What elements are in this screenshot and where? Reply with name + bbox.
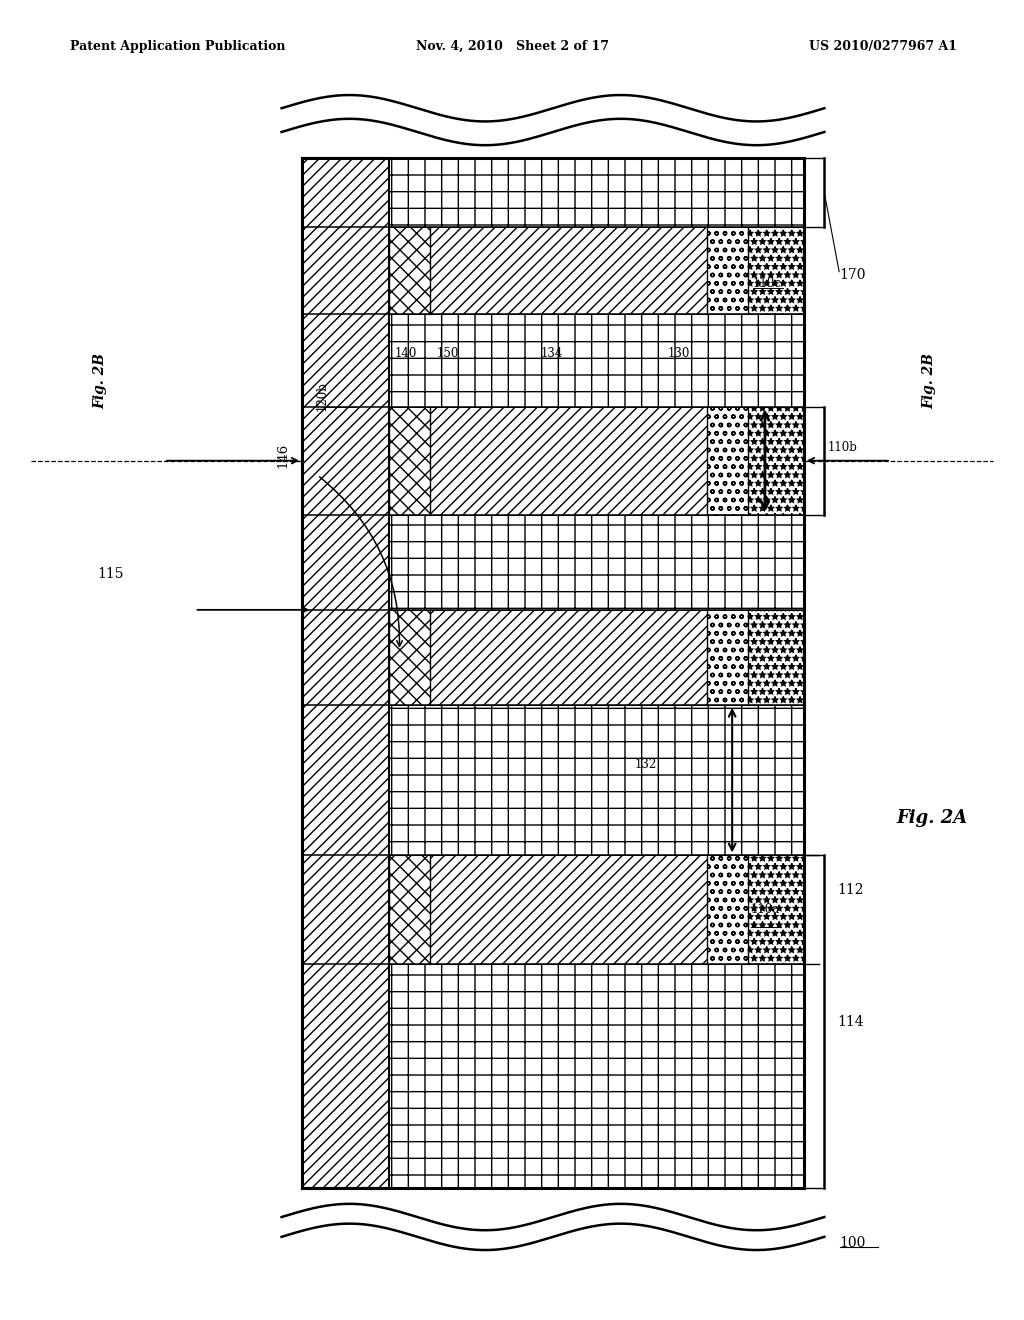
FancyBboxPatch shape (389, 407, 430, 515)
Text: Fig. 2B: Fig. 2B (923, 354, 937, 409)
Text: 110b: 110b (827, 441, 857, 454)
FancyBboxPatch shape (430, 610, 707, 705)
Text: 110c: 110c (753, 277, 781, 290)
Text: 140: 140 (394, 347, 417, 360)
Text: 110a: 110a (751, 903, 780, 916)
Text: Nov. 4, 2010   Sheet 2 of 17: Nov. 4, 2010 Sheet 2 of 17 (416, 40, 608, 53)
Text: Patent Application Publication: Patent Application Publication (70, 40, 285, 53)
FancyBboxPatch shape (707, 407, 748, 515)
FancyBboxPatch shape (430, 855, 707, 964)
Text: US 2010/0277967 A1: US 2010/0277967 A1 (809, 40, 957, 53)
Text: 132: 132 (635, 758, 657, 771)
Text: 100: 100 (840, 1237, 866, 1250)
FancyBboxPatch shape (389, 855, 430, 964)
FancyBboxPatch shape (707, 855, 748, 964)
Text: 170: 170 (840, 268, 866, 281)
FancyBboxPatch shape (389, 610, 430, 705)
FancyBboxPatch shape (707, 610, 748, 705)
Text: 134: 134 (541, 347, 563, 360)
Text: 130: 130 (668, 347, 690, 360)
FancyBboxPatch shape (389, 515, 804, 610)
FancyBboxPatch shape (748, 610, 804, 705)
FancyBboxPatch shape (389, 705, 804, 855)
FancyBboxPatch shape (748, 855, 804, 964)
Text: Fig. 2A: Fig. 2A (896, 809, 968, 828)
FancyBboxPatch shape (389, 314, 804, 407)
Text: 120b: 120b (315, 381, 329, 411)
Text: 150: 150 (436, 347, 459, 360)
Text: 146: 146 (276, 442, 290, 469)
FancyBboxPatch shape (748, 227, 804, 314)
Text: 112: 112 (838, 883, 864, 896)
Text: Fig. 2B: Fig. 2B (93, 354, 108, 409)
FancyBboxPatch shape (389, 964, 804, 1188)
FancyBboxPatch shape (430, 227, 707, 314)
FancyBboxPatch shape (748, 407, 804, 515)
Text: 115: 115 (97, 568, 124, 581)
FancyBboxPatch shape (302, 158, 389, 1188)
FancyBboxPatch shape (430, 407, 707, 515)
FancyBboxPatch shape (389, 227, 430, 314)
FancyBboxPatch shape (389, 158, 804, 227)
FancyBboxPatch shape (707, 227, 748, 314)
Text: 114: 114 (838, 1015, 864, 1028)
